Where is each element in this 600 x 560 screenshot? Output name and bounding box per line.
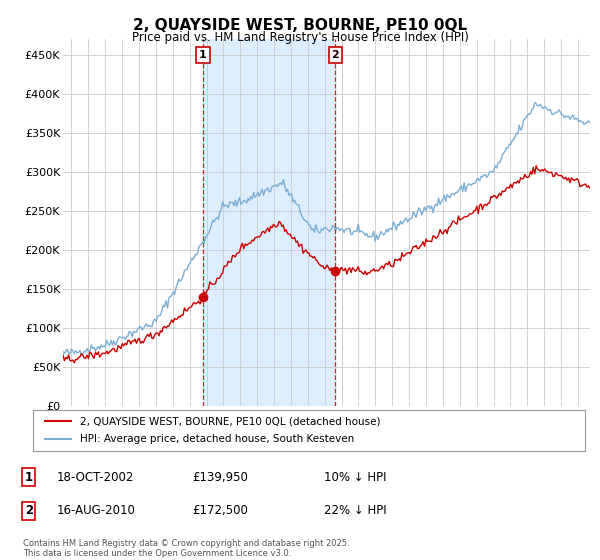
Text: 22% ↓ HPI: 22% ↓ HPI bbox=[324, 504, 386, 517]
Text: Price paid vs. HM Land Registry's House Price Index (HPI): Price paid vs. HM Land Registry's House … bbox=[131, 31, 469, 44]
Text: 2, QUAYSIDE WEST, BOURNE, PE10 0QL: 2, QUAYSIDE WEST, BOURNE, PE10 0QL bbox=[133, 18, 467, 33]
Text: 1: 1 bbox=[199, 50, 207, 60]
Text: 2: 2 bbox=[25, 504, 33, 517]
Text: 18-OCT-2002: 18-OCT-2002 bbox=[57, 470, 134, 484]
Text: £172,500: £172,500 bbox=[192, 504, 248, 517]
Text: 10% ↓ HPI: 10% ↓ HPI bbox=[324, 470, 386, 484]
Text: Contains HM Land Registry data © Crown copyright and database right 2025.
This d: Contains HM Land Registry data © Crown c… bbox=[23, 539, 349, 558]
Text: £139,950: £139,950 bbox=[192, 470, 248, 484]
Text: 1: 1 bbox=[25, 470, 33, 484]
Text: HPI: Average price, detached house, South Kesteven: HPI: Average price, detached house, Sout… bbox=[80, 435, 354, 444]
Text: 2: 2 bbox=[331, 50, 339, 60]
Bar bbox=[203, 39, 335, 406]
Text: 2, QUAYSIDE WEST, BOURNE, PE10 0QL (detached house): 2, QUAYSIDE WEST, BOURNE, PE10 0QL (deta… bbox=[80, 417, 380, 426]
Text: 16-AUG-2010: 16-AUG-2010 bbox=[57, 504, 136, 517]
